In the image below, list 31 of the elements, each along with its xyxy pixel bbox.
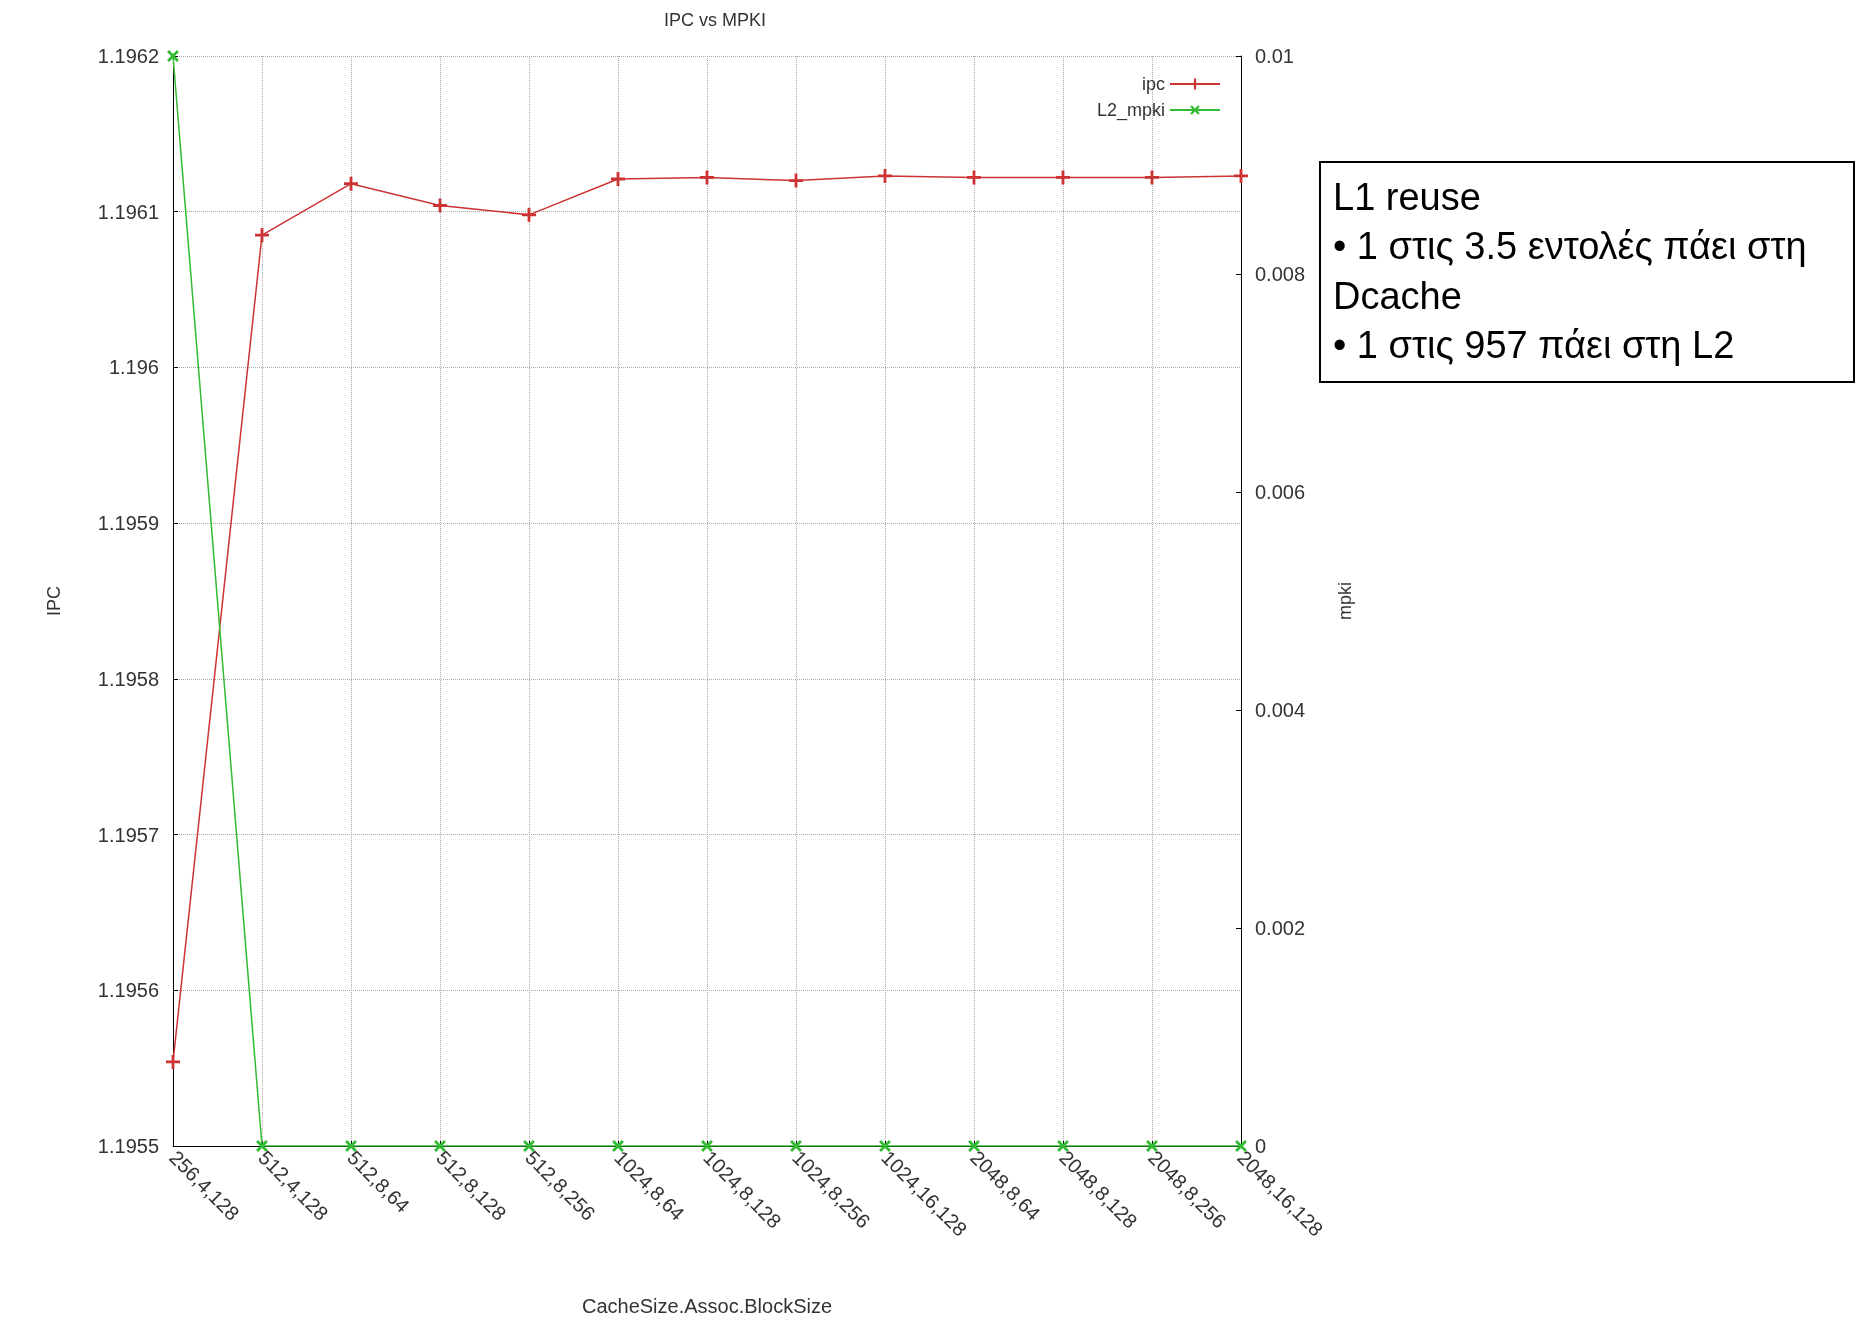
y-tick-label: 1.196 bbox=[108, 356, 159, 379]
y-tick-label: 1.1957 bbox=[97, 823, 159, 846]
point bbox=[967, 170, 981, 185]
y-tick-label: 1.1959 bbox=[97, 512, 159, 535]
point bbox=[1056, 170, 1070, 185]
point bbox=[1145, 170, 1159, 185]
point bbox=[522, 207, 536, 222]
point bbox=[433, 198, 447, 213]
y2-tick-label: 0.01 bbox=[1255, 45, 1294, 67]
y-tick-label: 1.1962 bbox=[97, 45, 159, 67]
y2-tick-label: 0.008 bbox=[1255, 263, 1306, 285]
y-tick-label: 1.1958 bbox=[97, 667, 159, 690]
legend-label: L2_mpki bbox=[1096, 100, 1165, 121]
point bbox=[344, 176, 358, 191]
y2-tick-label: 0.006 bbox=[1255, 481, 1306, 503]
y2-tick-label: 0.002 bbox=[1255, 917, 1306, 939]
x-axis-title: CacheSize.Assoc.BlockSize bbox=[581, 1295, 833, 1317]
text: L1 reuse bbox=[1333, 175, 1482, 220]
point bbox=[700, 170, 714, 185]
y2-tick-label: 0.004 bbox=[1255, 699, 1306, 721]
text: • 1 στις 3.5 εντολές πάει στη Dcache bbox=[1333, 224, 1808, 319]
chart-title: IPC vs MPKI bbox=[663, 10, 767, 30]
point bbox=[789, 173, 803, 188]
text: • 1 στις 957 πάει στη L2 bbox=[1333, 323, 1736, 369]
y2-tick-label: 0 bbox=[1255, 1135, 1267, 1157]
legend-label: ipc bbox=[1141, 74, 1165, 94]
y-tick-label: 1.1961 bbox=[97, 200, 159, 223]
y-tick-label: 1.1956 bbox=[97, 979, 159, 1002]
y-axis-title: IPC bbox=[44, 585, 64, 617]
y2-axis-title: mpki bbox=[1335, 581, 1355, 621]
y-tick-label: 1.1955 bbox=[97, 1135, 159, 1157]
